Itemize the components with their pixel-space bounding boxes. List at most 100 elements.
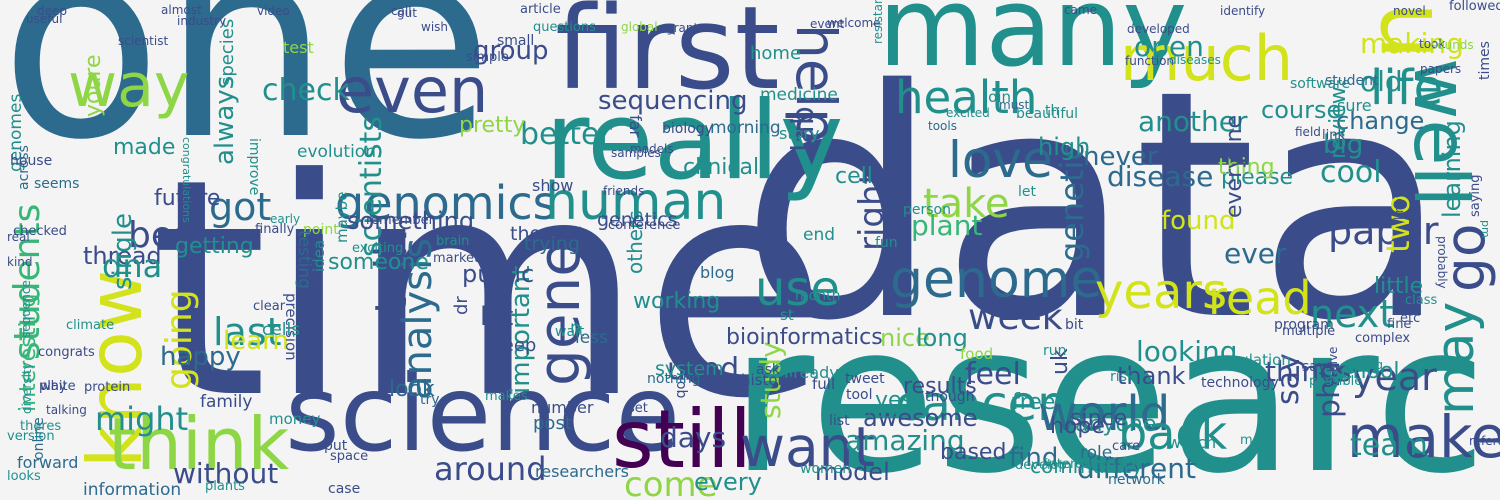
word-tools: tools: [928, 119, 957, 133]
word-give: give: [1326, 346, 1340, 372]
word-article: article: [520, 2, 561, 17]
word-less: less: [575, 328, 608, 348]
word-science: science: [285, 353, 681, 475]
word-cell: cell: [835, 164, 873, 189]
word-many: many: [878, 0, 1188, 91]
word-something: something: [347, 207, 475, 235]
word-software: software: [1290, 76, 1351, 92]
word-make: make: [1347, 403, 1500, 471]
word-friends: friends: [603, 184, 645, 198]
word-data: data: [740, 24, 1450, 390]
word-end: end: [803, 225, 836, 245]
word-change: change: [1336, 107, 1425, 135]
word-really: really: [545, 79, 844, 204]
word-take: take: [923, 181, 1010, 227]
word-complex: complex: [1355, 331, 1411, 346]
word-test: test: [283, 38, 314, 57]
word-around: around: [434, 450, 547, 488]
word-future: future: [154, 186, 221, 211]
word-far: far: [626, 115, 645, 138]
word-samples: samples: [611, 146, 661, 160]
word-days: days: [660, 421, 727, 454]
word-though: though: [925, 389, 975, 405]
word-story: story: [779, 124, 820, 143]
word-species: species: [217, 18, 238, 86]
word-let: let: [1018, 184, 1036, 200]
word-dna: dna: [102, 247, 163, 285]
word-sequence: sequence: [19, 280, 33, 338]
word-family: family: [200, 392, 253, 412]
word-climate: climate: [66, 318, 115, 333]
word-cells: cells: [262, 320, 301, 340]
word-stop: stop: [1000, 304, 1031, 320]
word-field: field: [1295, 125, 1321, 139]
word-questions: questions: [533, 20, 596, 35]
word-developed: developed: [1127, 22, 1190, 36]
word-wish: wish: [421, 20, 449, 34]
word-results: results: [903, 374, 977, 399]
word-paper: paper: [1328, 209, 1439, 253]
word-maybe: maybe: [333, 191, 351, 243]
word-team: team: [1350, 428, 1428, 463]
word-role: role: [1080, 443, 1113, 463]
word-years: years: [1095, 264, 1228, 320]
word-home: home: [750, 43, 802, 64]
word-diversity: diversity: [20, 362, 34, 414]
word-world: world: [1038, 386, 1171, 442]
word-find: find: [1009, 443, 1059, 473]
word-come: come: [624, 465, 718, 500]
word-information: information: [83, 480, 182, 500]
word-never: never: [1083, 142, 1158, 172]
word-even: even: [336, 54, 489, 127]
word-put: put: [324, 438, 348, 454]
word-genome: genome: [890, 250, 1103, 310]
word-got: got: [209, 185, 272, 229]
word-cancer: cancer: [895, 376, 1057, 432]
word-working: working: [633, 289, 721, 314]
word-nice: nice: [880, 324, 930, 352]
word-version: version: [7, 429, 55, 444]
word-scientist: scientist: [118, 34, 169, 48]
word-beautiful: beautiful: [1016, 106, 1079, 122]
word-back: back: [1118, 406, 1228, 460]
word-theres: theres: [20, 419, 62, 434]
word-things: things: [1265, 355, 1352, 388]
word-one: one: [0, 0, 494, 198]
word-point: point: [303, 222, 339, 238]
word-real: real: [7, 230, 30, 244]
word-way: way: [68, 51, 190, 121]
word-going: going: [159, 289, 200, 390]
word-pm: pm: [1479, 220, 1492, 238]
word-conference: conference: [608, 218, 681, 233]
word-try: try: [420, 392, 440, 408]
word-trying: trying: [524, 233, 580, 255]
word-etc: etc: [1400, 311, 1421, 326]
word-ever: ever: [1224, 237, 1287, 270]
word-wait: wait: [555, 324, 585, 340]
word-number: number: [531, 398, 594, 417]
word-took: took: [1419, 37, 1446, 51]
word-life: life: [1370, 60, 1444, 116]
word-check: check: [262, 73, 350, 108]
word-join: join: [984, 88, 1012, 106]
word-biology: biology: [662, 121, 713, 137]
word-already: already: [779, 363, 839, 382]
word-next: next: [1310, 292, 1395, 336]
word-play: play: [39, 379, 67, 394]
word-checked: checked: [13, 224, 67, 239]
word-st: st: [780, 306, 794, 324]
word-scientists: scientists: [354, 115, 389, 257]
word-interested: interested: [1045, 457, 1112, 472]
word-function: function: [1125, 54, 1175, 68]
word-looking: looking: [1136, 335, 1238, 368]
word-brain: brain: [436, 234, 470, 249]
word-person: person: [903, 202, 951, 218]
word-want: want: [740, 415, 876, 479]
word-plant: plant: [911, 209, 983, 242]
word-evolution: evolution: [297, 142, 376, 162]
word-clinical: clinical: [683, 155, 760, 180]
word-please: please: [1221, 165, 1294, 190]
word-cool: cool: [1320, 155, 1382, 190]
word-says: says: [1302, 359, 1334, 375]
